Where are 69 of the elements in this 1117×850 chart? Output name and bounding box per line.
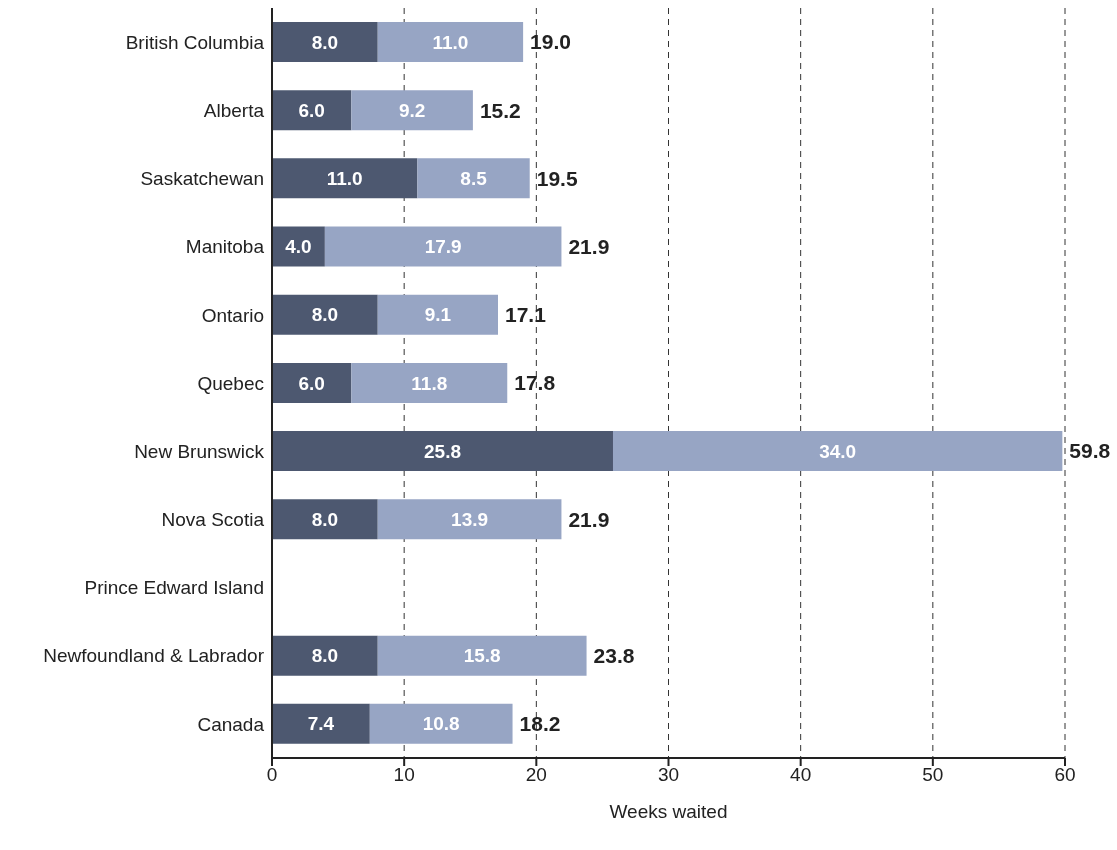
y-tick-label: Nova Scotia	[161, 509, 265, 531]
data-label: 4.0	[285, 236, 312, 258]
x-tick-label: 40	[790, 764, 812, 786]
total-label: 23.8	[593, 643, 635, 667]
x-tick-label: 50	[922, 764, 944, 786]
data-label: 10.8	[422, 713, 460, 735]
data-label: 11.8	[411, 372, 448, 394]
bar	[351, 362, 508, 403]
data-label: 17.9	[424, 236, 462, 258]
bar	[272, 362, 352, 403]
bar	[272, 703, 370, 744]
data-label: 8.5	[460, 168, 488, 190]
bar	[272, 499, 378, 540]
y-tick-label: Manitoba	[185, 236, 265, 258]
x-tick-label: 30	[657, 764, 680, 786]
bar	[377, 499, 562, 540]
data-label: 13.9	[451, 508, 489, 530]
data-label: 9.1	[424, 304, 452, 326]
total-label: 59.8	[1069, 439, 1111, 463]
data-label: 8.0	[311, 508, 339, 530]
y-tick-label: British Columbia	[125, 31, 265, 53]
bar	[272, 158, 418, 199]
total-label: 21.9	[568, 234, 610, 258]
data-label: 6.0	[298, 99, 325, 121]
x-tick-label: 60	[1054, 764, 1076, 786]
data-label: 15.8	[463, 645, 501, 667]
data-label: 8.0	[311, 31, 339, 53]
bar	[377, 22, 524, 62]
total-label: 15.2	[479, 98, 521, 122]
data-label: 25.8	[424, 440, 461, 462]
bar	[612, 431, 1063, 472]
bar	[324, 226, 562, 267]
bar	[369, 703, 513, 744]
y-tick-label: Quebec	[197, 372, 264, 394]
data-label: 7.4	[307, 713, 335, 735]
y-tick-label: Ontario	[201, 304, 264, 326]
bar	[272, 294, 378, 335]
y-tick-label: Canada	[197, 713, 265, 735]
data-label: 8.0	[311, 645, 339, 667]
y-tick-label: New Brunswick	[134, 440, 265, 462]
data-label: 8.0	[311, 304, 339, 326]
total-label: 17.8	[514, 371, 556, 395]
x-axis-title: Weeks waited	[609, 801, 728, 822]
bar	[377, 635, 587, 676]
bar	[272, 431, 613, 472]
bar	[377, 294, 499, 335]
total-label: 18.2	[519, 712, 561, 736]
bar	[272, 22, 378, 62]
data-label: 9.2	[398, 99, 426, 121]
y-tick-label: Prince Edward Island	[84, 577, 264, 599]
y-tick-label: Alberta	[203, 100, 265, 122]
data-label: 34.0	[819, 440, 857, 462]
total-label: 21.9	[568, 507, 610, 531]
data-label: 6.0	[298, 372, 325, 394]
bar	[417, 158, 530, 199]
total-label: 19.0	[530, 30, 571, 54]
bar	[351, 90, 473, 131]
bar	[272, 90, 352, 131]
y-tick-label: Newfoundland & Labrador	[43, 645, 265, 667]
bar	[272, 226, 325, 267]
x-tick-label: 20	[525, 764, 547, 786]
total-label: 17.1	[505, 303, 547, 327]
x-tick-label: 0	[266, 764, 278, 786]
data-label: 11.0	[326, 168, 363, 190]
total-label: 19.5	[536, 166, 578, 190]
bar	[272, 635, 378, 676]
y-tick-label: Saskatchewan	[140, 168, 264, 190]
data-label: 11.0	[432, 31, 469, 53]
x-tick-label: 10	[393, 764, 415, 786]
